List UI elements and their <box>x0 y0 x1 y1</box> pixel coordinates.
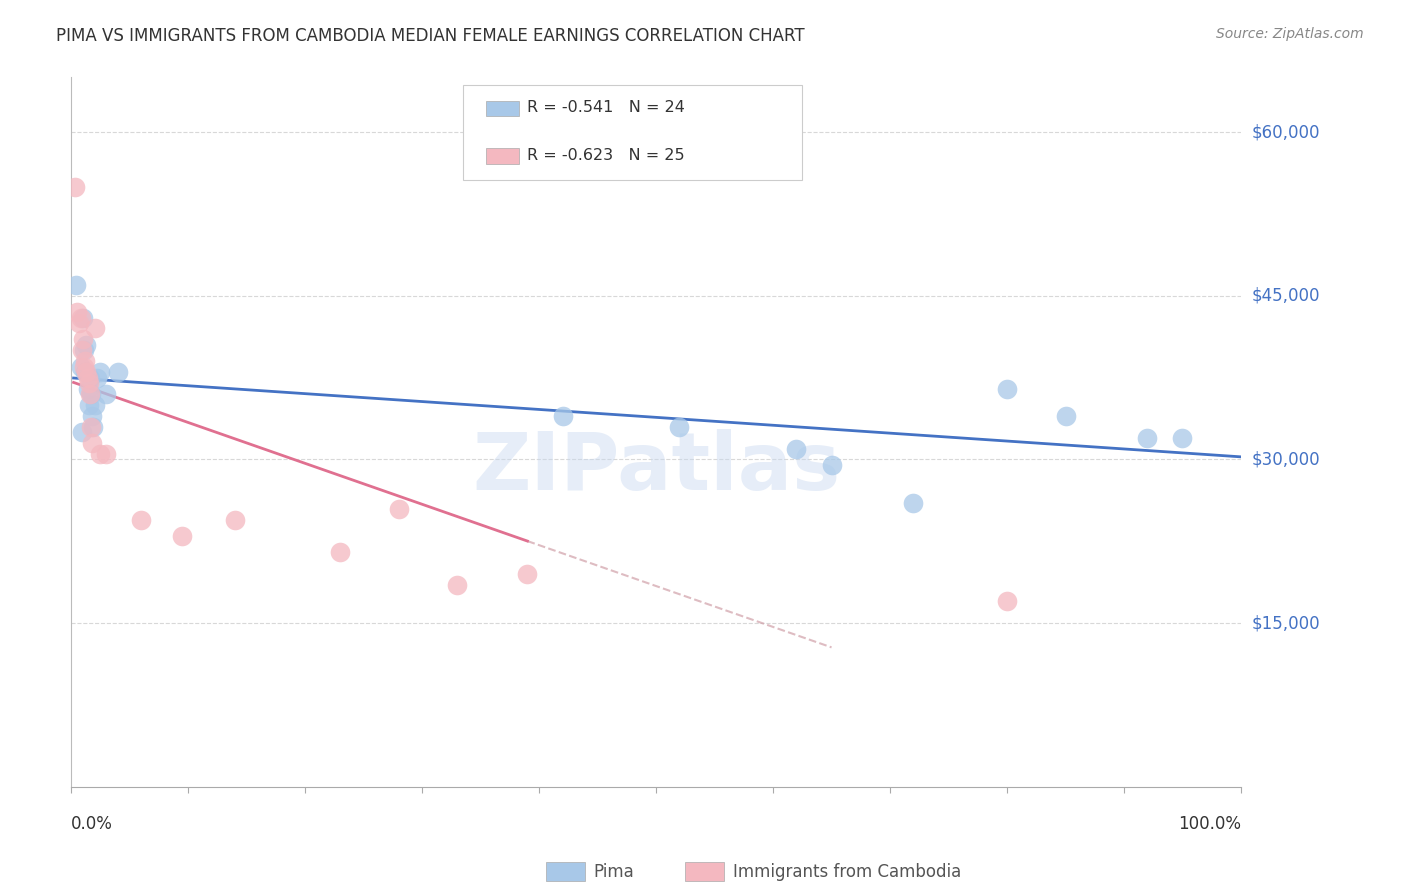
Point <box>86 370 108 384</box>
Point <box>76 370 98 384</box>
Text: PIMA VS IMMIGRANTS FROM CAMBODIA MEDIAN FEMALE EARNINGS CORRELATION CHART: PIMA VS IMMIGRANTS FROM CAMBODIA MEDIAN … <box>56 27 804 45</box>
Point <box>551 409 574 423</box>
Point <box>83 398 105 412</box>
Point <box>1171 431 1194 445</box>
Text: R = -0.623   N = 25: R = -0.623 N = 25 <box>527 148 685 163</box>
Point <box>66 305 89 319</box>
Point <box>96 447 118 461</box>
Bar <box>486 101 519 117</box>
Point <box>72 310 94 325</box>
Point <box>80 419 103 434</box>
Point <box>72 332 94 346</box>
Point <box>75 365 97 379</box>
Point <box>668 419 690 434</box>
Point <box>82 409 104 423</box>
Point <box>77 398 100 412</box>
Point <box>1136 431 1159 445</box>
FancyBboxPatch shape <box>463 85 803 180</box>
Text: Immigrants from Cambodia: Immigrants from Cambodia <box>733 863 960 881</box>
Point <box>446 578 468 592</box>
Point <box>89 447 111 461</box>
Point <box>516 567 538 582</box>
Point <box>69 310 91 325</box>
Point <box>820 458 842 472</box>
Point <box>224 512 246 526</box>
Text: Source: ZipAtlas.com: Source: ZipAtlas.com <box>1216 27 1364 41</box>
Point <box>73 359 96 374</box>
Point <box>77 376 100 390</box>
Text: $60,000: $60,000 <box>1253 123 1320 141</box>
Point <box>903 496 925 510</box>
Point <box>80 387 103 401</box>
Point <box>107 365 129 379</box>
Point <box>79 370 101 384</box>
Point <box>69 359 91 374</box>
Text: $15,000: $15,000 <box>1253 615 1320 632</box>
Text: R = -0.541   N = 24: R = -0.541 N = 24 <box>527 101 685 115</box>
Point <box>82 436 104 450</box>
Point <box>131 512 153 526</box>
Text: $30,000: $30,000 <box>1253 450 1320 468</box>
Point <box>79 387 101 401</box>
Point <box>89 365 111 379</box>
Text: ZIPatlas: ZIPatlas <box>472 429 841 507</box>
Point <box>63 179 86 194</box>
Point <box>82 419 104 434</box>
Text: 100.0%: 100.0% <box>1178 815 1241 833</box>
Point <box>1054 409 1077 423</box>
Point <box>75 354 97 368</box>
Point <box>76 382 98 396</box>
Point <box>73 343 96 358</box>
Point <box>329 545 352 559</box>
Point <box>67 316 90 330</box>
Point <box>70 343 93 358</box>
Text: 0.0%: 0.0% <box>72 815 112 833</box>
Point <box>83 321 105 335</box>
Bar <box>486 148 519 164</box>
Point <box>172 529 194 543</box>
Point <box>995 594 1018 608</box>
Point <box>388 501 411 516</box>
Point <box>75 338 97 352</box>
Point <box>96 387 118 401</box>
Text: Pima: Pima <box>593 863 634 881</box>
Point <box>785 442 807 456</box>
Point <box>995 382 1018 396</box>
Point <box>75 365 97 379</box>
Text: $45,000: $45,000 <box>1253 286 1320 305</box>
Point <box>70 425 93 440</box>
Point <box>65 277 87 292</box>
